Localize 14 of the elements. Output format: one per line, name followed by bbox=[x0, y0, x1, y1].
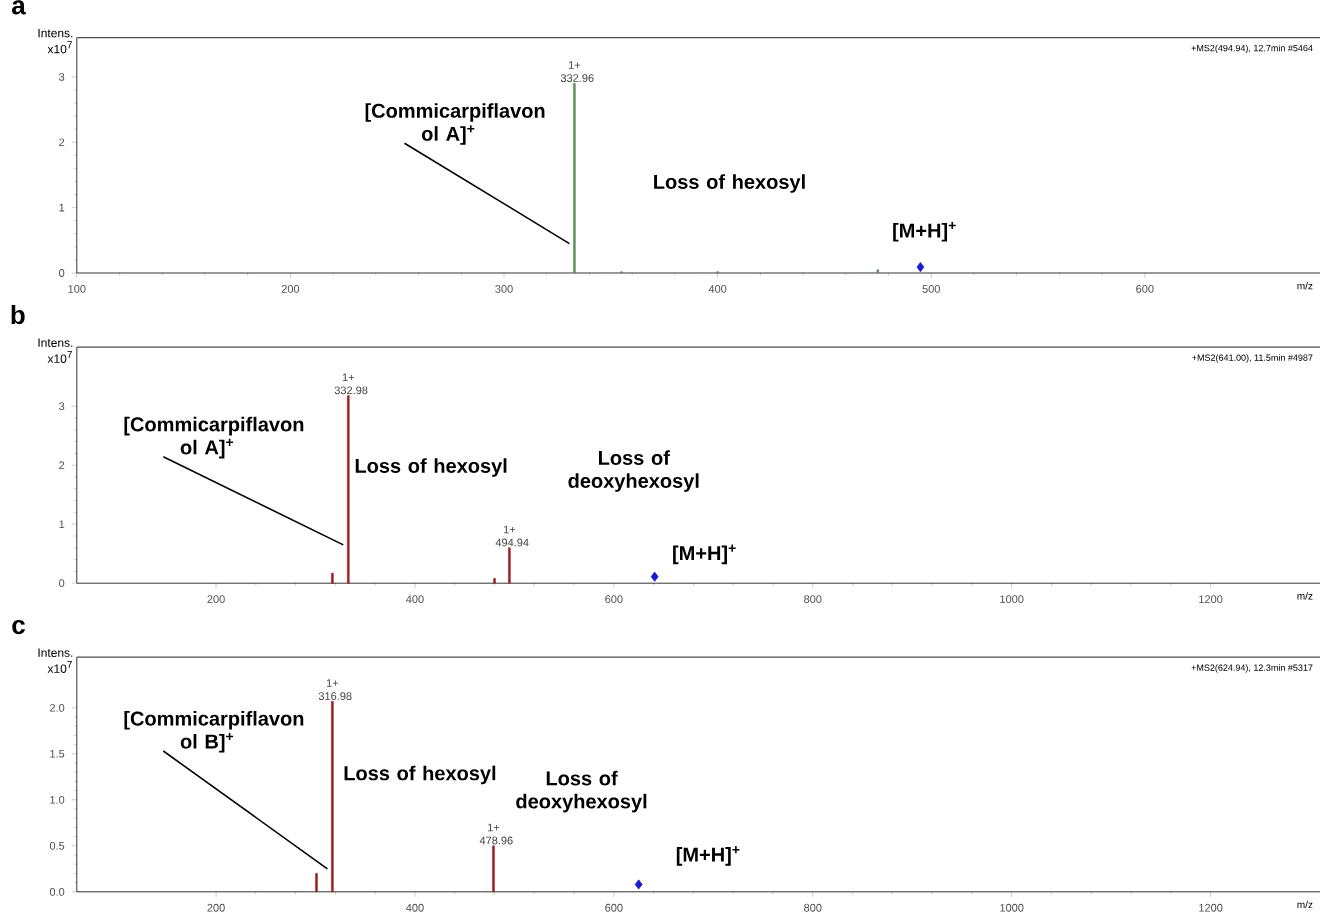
annotation: Loss of deoxyhexosyl bbox=[516, 770, 647, 813]
annotation: Loss of hexosyl bbox=[654, 174, 805, 193]
chart-title: c bbox=[12, 619, 25, 635]
annotation: [M+H]$^{+}$ bbox=[676, 846, 740, 866]
chart-title: a bbox=[12, 0, 26, 15]
annotation: [Commicarpiflavon ol A]$^{+}$ bbox=[124, 416, 304, 459]
annotation: [M+H]$^{+}$ bbox=[893, 221, 956, 242]
annotation: [Commicarpiflavon ol B]$^{+}$ bbox=[124, 710, 304, 753]
annotation: Loss of hexosyl bbox=[344, 765, 496, 785]
annotation: Loss of deoxyhexosyl bbox=[568, 450, 699, 492]
annotation: Loss of hexosyl bbox=[355, 458, 507, 477]
annotation: [M+H]$^{+}$ bbox=[673, 544, 736, 565]
chart-title: b bbox=[11, 305, 25, 325]
annotation: [Commicarpiflavon ol A]$^{+}$ bbox=[365, 103, 545, 145]
